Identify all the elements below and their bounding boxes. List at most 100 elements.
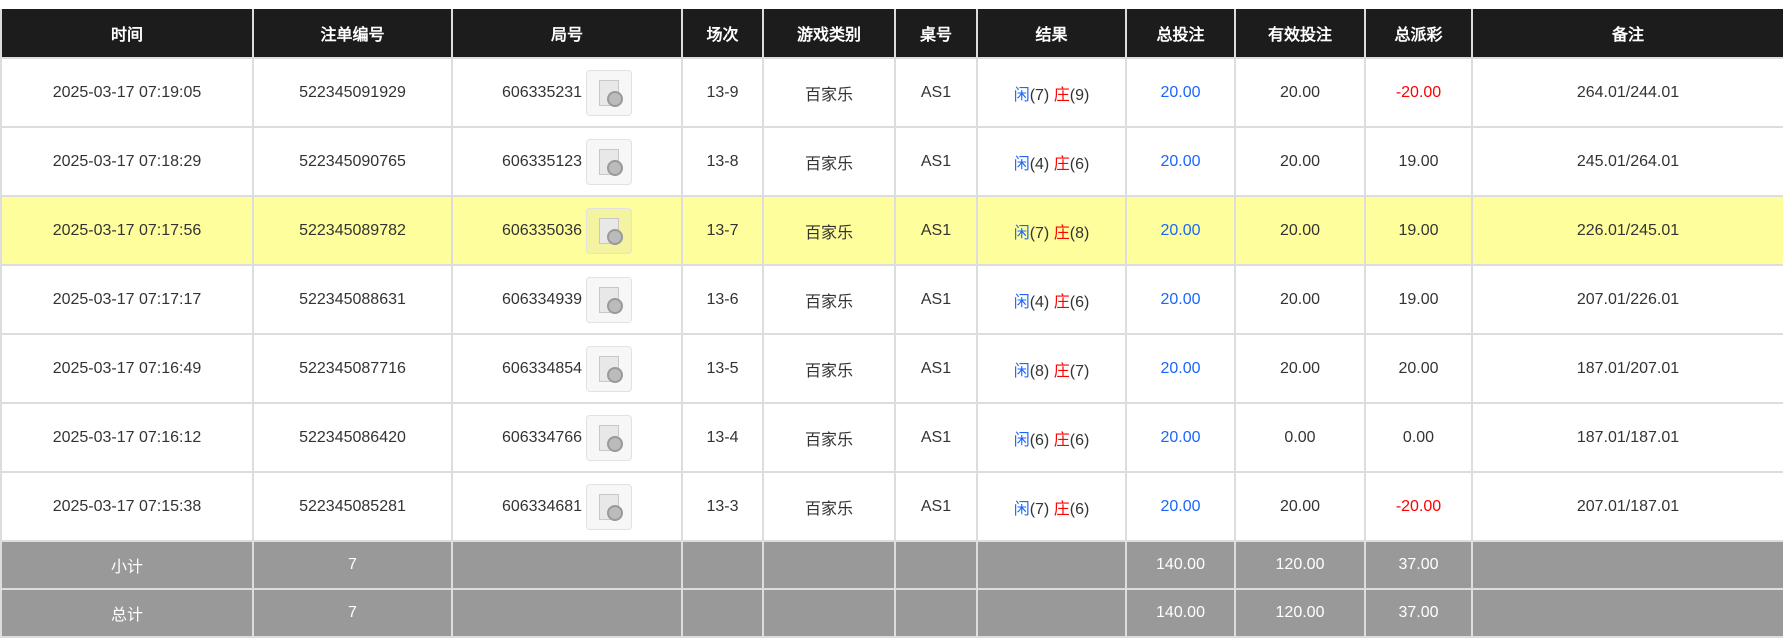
table-row[interactable]: 2025-03-17 07:16:49 522345087716 606334854… [0, 333, 1783, 404]
time-cell: 2025-03-17 07:15:38 [0, 471, 254, 542]
note-cell: 226.01/245.01 [1471, 195, 1783, 266]
summary-payout: 37.00 [1364, 588, 1473, 638]
shoe-cell: 13-3 [681, 471, 764, 542]
empty-cell [1471, 540, 1783, 590]
player-points: (7) [1029, 86, 1050, 104]
valid-bet-cell: 20.00 [1234, 57, 1366, 128]
empty-cell [762, 588, 896, 638]
payout-cell: 19.00 [1364, 195, 1473, 266]
round-cell: 606334766 [451, 402, 683, 473]
round-number: 606334854 [501, 359, 583, 377]
table-row[interactable]: 2025-03-17 07:16:12 522345086420 606334766… [0, 402, 1783, 473]
result-cell: 闲(6) 庄(6) [976, 402, 1127, 473]
empty-cell [681, 588, 764, 638]
banker-points: (9) [1069, 86, 1090, 104]
table-row[interactable]: 2025-03-17 07:17:56 522345089782 606335036… [0, 195, 1783, 266]
summary-label: 小计 [0, 540, 254, 590]
player-label: 闲 [1013, 431, 1030, 449]
valid-bet-cell: 20.00 [1234, 126, 1366, 197]
player-points: (6) [1029, 431, 1050, 449]
time-cell: 2025-03-17 07:17:56 [0, 195, 254, 266]
column-header: 总投注 [1125, 9, 1236, 59]
banker-points: (7) [1069, 362, 1090, 380]
payout-cell: 0.00 [1364, 402, 1473, 473]
valid-bet-cell: 0.00 [1234, 402, 1366, 473]
banker-label: 庄 [1053, 155, 1070, 173]
payout-cell: 19.00 [1364, 126, 1473, 197]
bet-records-table: 时间 注单编号 局号 场次 游戏类别 桌号 结果 总投注 有效投注 总派彩 备注 2025-03-1… [0, 9, 1783, 638]
valid-bet-cell: 20.00 [1234, 264, 1366, 335]
summary-label: 总计 [0, 588, 254, 638]
table-id-cell: AS1 [894, 471, 978, 542]
result-cell: 闲(4) 庄(6) [976, 264, 1127, 335]
video-replay-icon[interactable] [586, 69, 633, 116]
empty-cell [976, 540, 1127, 590]
game-type-cell: 百家乐 [762, 333, 896, 404]
total-bet-cell: 20.00 [1125, 333, 1236, 404]
round-number: 606334766 [501, 428, 583, 446]
bet-id-cell: 522345089782 [252, 195, 453, 266]
round-number: 606335036 [501, 221, 583, 239]
round-number: 606335231 [501, 83, 583, 101]
column-header: 备注 [1471, 9, 1783, 59]
column-header: 桌号 [894, 9, 978, 59]
shoe-cell: 13-9 [681, 57, 764, 128]
result-cell: 闲(7) 庄(8) [976, 195, 1127, 266]
summary-row: 小计 7 140.00 120.00 37.00 [0, 540, 1783, 590]
player-points: (4) [1029, 293, 1050, 311]
round-number: 606335123 [501, 152, 583, 170]
empty-cell [894, 588, 978, 638]
summary-row: 总计 7 140.00 120.00 37.00 [0, 588, 1783, 638]
valid-bet-cell: 20.00 [1234, 333, 1366, 404]
note-cell: 207.01/187.01 [1471, 471, 1783, 542]
column-header: 注单编号 [252, 9, 453, 59]
table-header: 时间 注单编号 局号 场次 游戏类别 桌号 结果 总投注 有效投注 总派彩 备注 [0, 9, 1783, 59]
banker-label: 庄 [1053, 362, 1070, 380]
payout-cell: -20.00 [1364, 471, 1473, 542]
video-replay-icon[interactable] [586, 207, 633, 254]
total-bet-cell: 20.00 [1125, 402, 1236, 473]
result-cell: 闲(7) 庄(6) [976, 471, 1127, 542]
time-cell: 2025-03-17 07:18:29 [0, 126, 254, 197]
video-replay-icon[interactable] [586, 138, 633, 185]
banker-points: (6) [1069, 155, 1090, 173]
table-row[interactable]: 2025-03-17 07:18:29 522345090765 606335123… [0, 126, 1783, 197]
banker-label: 庄 [1053, 224, 1070, 242]
table-row[interactable]: 2025-03-17 07:19:05 522345091929 606335231… [0, 57, 1783, 128]
empty-cell [451, 588, 683, 638]
total-bet-cell: 20.00 [1125, 471, 1236, 542]
video-replay-icon[interactable] [586, 414, 633, 461]
note-cell: 207.01/226.01 [1471, 264, 1783, 335]
banker-label: 庄 [1053, 431, 1070, 449]
game-type-cell: 百家乐 [762, 471, 896, 542]
round-cell: 606335036 [451, 195, 683, 266]
column-header: 总派彩 [1364, 9, 1473, 59]
banker-points: (8) [1069, 224, 1090, 242]
summary-count: 7 [252, 540, 453, 590]
table-row[interactable]: 2025-03-17 07:15:38 522345085281 606334681… [0, 471, 1783, 542]
round-cell: 606334854 [451, 333, 683, 404]
table-row[interactable]: 2025-03-17 07:17:17 522345088631 606334939… [0, 264, 1783, 335]
note-cell: 187.01/207.01 [1471, 333, 1783, 404]
table-id-cell: AS1 [894, 333, 978, 404]
banker-label: 庄 [1053, 500, 1070, 518]
summary-valid-bet: 120.00 [1234, 540, 1366, 590]
round-cell: 606334939 [451, 264, 683, 335]
time-cell: 2025-03-17 07:17:17 [0, 264, 254, 335]
table-id-cell: AS1 [894, 126, 978, 197]
video-replay-icon[interactable] [586, 483, 633, 530]
total-bet-cell: 20.00 [1125, 57, 1236, 128]
result-cell: 闲(8) 庄(7) [976, 333, 1127, 404]
round-cell: 606334681 [451, 471, 683, 542]
video-replay-icon[interactable] [586, 276, 633, 323]
table-id-cell: AS1 [894, 57, 978, 128]
payout-cell: -20.00 [1364, 57, 1473, 128]
empty-cell [1471, 588, 1783, 638]
video-replay-icon[interactable] [586, 345, 633, 392]
payout-cell: 19.00 [1364, 264, 1473, 335]
shoe-cell: 13-8 [681, 126, 764, 197]
result-cell: 闲(4) 庄(6) [976, 126, 1127, 197]
round-cell: 606335123 [451, 126, 683, 197]
bet-id-cell: 522345086420 [252, 402, 453, 473]
round-number: 606334681 [501, 497, 583, 515]
